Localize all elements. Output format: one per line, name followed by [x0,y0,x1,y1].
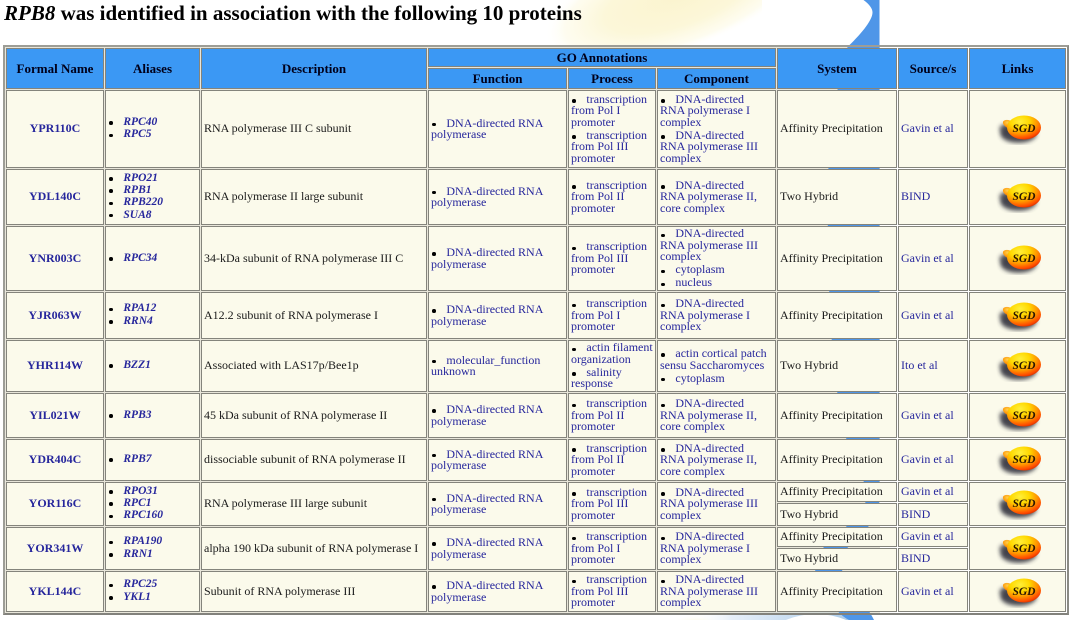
svg-text:SGD: SGD [1012,410,1036,422]
svg-text:SGD: SGD [1012,543,1036,555]
svg-text:SGD: SGD [1012,498,1036,510]
svg-text:SGD: SGD [1012,123,1036,135]
svg-text:SGD: SGD [1012,310,1036,322]
svg-text:SGD: SGD [1012,253,1036,265]
svg-text:SGD: SGD [1012,360,1036,372]
svg-text:SGD: SGD [1012,191,1036,203]
svg-text:SGD: SGD [1012,586,1036,598]
svg-text:SGD: SGD [1012,454,1036,466]
